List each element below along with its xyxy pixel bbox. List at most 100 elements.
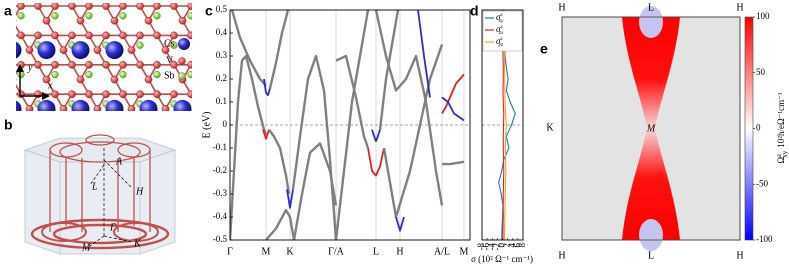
v-atom — [85, 120, 92, 127]
sb-atom — [205, 42, 212, 49]
band — [263, 78, 271, 96]
v-atom — [136, 120, 143, 127]
v-atom — [255, 61, 262, 68]
band — [265, 208, 296, 240]
bond — [47, 124, 56, 139]
cs-atom — [173, 99, 192, 111]
v-atom — [0, 32, 7, 39]
point-label: L — [91, 181, 98, 192]
point-label: H — [135, 186, 144, 197]
panel-label: d — [470, 3, 479, 19]
subscript: zx — [498, 30, 504, 36]
v-atom — [17, 90, 25, 99]
x-tick-label: H — [396, 246, 403, 257]
x-tick-label: L — [373, 246, 379, 257]
bond — [0, 35, 4, 64]
colorbar — [744, 16, 754, 241]
fermi-surface: b A L H Γ M K — [4, 117, 177, 255]
v-atom — [144, 16, 153, 25]
v-atom — [272, 120, 279, 127]
y-tick-label: 0.3 — [216, 50, 228, 60]
bond — [115, 124, 124, 139]
v-atom — [25, 105, 34, 111]
v-atom — [102, 3, 110, 10]
x-tick-label: -8 — [476, 243, 486, 251]
cs-atom — [139, 99, 158, 111]
v-atom — [264, 105, 271, 112]
bond — [16, 83, 22, 95]
heatmap-feature — [639, 219, 663, 251]
legend-icon — [178, 57, 186, 65]
v-atom — [68, 120, 75, 127]
axis-label: H — [736, 2, 743, 13]
band — [441, 73, 465, 114]
y-axis-label: E (eV) — [201, 112, 212, 139]
v-atom — [34, 90, 42, 99]
v-atom — [76, 75, 85, 84]
sb-atom — [256, 130, 263, 137]
v-atom — [204, 91, 211, 98]
sb-atom — [187, 12, 192, 20]
sb-atom — [154, 130, 161, 137]
v-atom — [196, 105, 203, 112]
heatmap — [561, 6, 741, 251]
band — [230, 54, 268, 240]
sb-atom — [18, 130, 25, 137]
center-label: M — [646, 123, 656, 134]
sb-atom — [273, 101, 280, 108]
panel-label: b — [4, 117, 13, 133]
superscript: s — [500, 24, 502, 30]
x-tick-label: A/L — [434, 246, 450, 257]
axis-label: y — [27, 62, 33, 73]
v-atom — [161, 46, 170, 54]
v-atom — [43, 135, 50, 142]
band — [292, 142, 338, 240]
crystal-structure: a Cs V Sb y x — [0, 3, 297, 153]
sb-atom — [51, 70, 59, 79]
bond — [16, 25, 22, 36]
v-atom — [230, 105, 237, 112]
v-atom — [85, 3, 93, 10]
sb-atom — [222, 130, 229, 137]
v-atom — [170, 90, 178, 99]
v-atom — [85, 90, 93, 99]
bond — [174, 124, 191, 153]
v-atom — [238, 120, 245, 127]
v-atom — [110, 16, 119, 25]
sb-atom — [290, 130, 297, 137]
axis-label: L — [648, 2, 654, 13]
v-atom — [93, 105, 102, 111]
band — [382, 44, 444, 219]
heatmap-frame — [561, 16, 741, 241]
bond — [276, 124, 293, 153]
bond — [13, 124, 22, 139]
axis-label: H — [558, 2, 565, 13]
cs-atom — [105, 41, 124, 60]
sb-atom — [52, 130, 59, 137]
path-lines — [89, 148, 133, 247]
band — [335, 54, 370, 149]
v-atom — [76, 16, 85, 25]
x-tick-label: Γ/A — [328, 246, 345, 257]
symbol: σ — [496, 36, 501, 46]
band — [262, 129, 270, 140]
cs-atom — [71, 99, 90, 111]
bond — [0, 35, 4, 50]
sb-atom — [17, 70, 25, 79]
v-atom — [196, 47, 203, 54]
v-atom — [0, 61, 7, 68]
kagome-lattice — [0, 3, 297, 153]
sb-atom — [153, 70, 161, 79]
v-atom — [0, 91, 7, 98]
sb-atom — [170, 41, 178, 49]
band — [334, 10, 370, 240]
v-atom — [119, 3, 127, 10]
sb-atom — [239, 101, 246, 108]
bond — [149, 124, 158, 139]
axis-label: x — [47, 80, 53, 91]
x-tick-label: K — [286, 246, 294, 257]
v-atom — [204, 32, 211, 39]
v-atom — [9, 135, 16, 142]
v-atom — [25, 46, 34, 54]
v-atom — [102, 120, 109, 127]
